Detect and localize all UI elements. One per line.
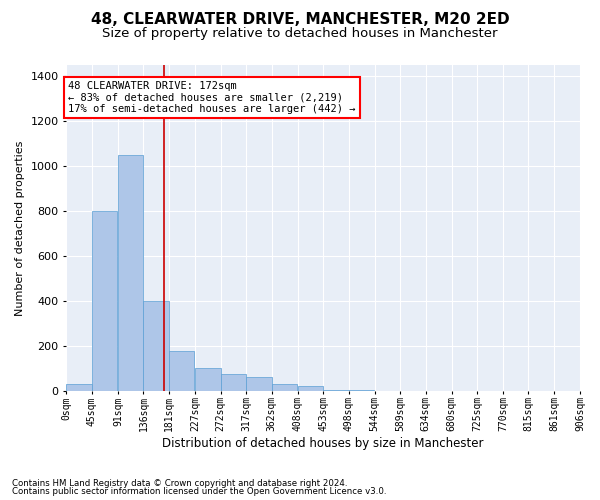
X-axis label: Distribution of detached houses by size in Manchester: Distribution of detached houses by size … [163, 437, 484, 450]
Bar [195, 368, 221, 390]
Bar [118, 155, 143, 390]
Bar [298, 386, 323, 390]
Bar [246, 377, 272, 390]
Bar [272, 384, 297, 390]
Text: 48, CLEARWATER DRIVE, MANCHESTER, M20 2ED: 48, CLEARWATER DRIVE, MANCHESTER, M20 2E… [91, 12, 509, 28]
Bar [221, 374, 246, 390]
Bar [169, 352, 194, 391]
Text: Contains public sector information licensed under the Open Government Licence v3: Contains public sector information licen… [12, 487, 386, 496]
Bar [67, 384, 92, 390]
Bar [143, 301, 169, 390]
Bar [92, 211, 118, 390]
Text: 48 CLEARWATER DRIVE: 172sqm
← 83% of detached houses are smaller (2,219)
17% of : 48 CLEARWATER DRIVE: 172sqm ← 83% of det… [68, 80, 356, 114]
Text: Contains HM Land Registry data © Crown copyright and database right 2024.: Contains HM Land Registry data © Crown c… [12, 478, 347, 488]
Text: Size of property relative to detached houses in Manchester: Size of property relative to detached ho… [102, 28, 498, 40]
Y-axis label: Number of detached properties: Number of detached properties [15, 140, 25, 316]
